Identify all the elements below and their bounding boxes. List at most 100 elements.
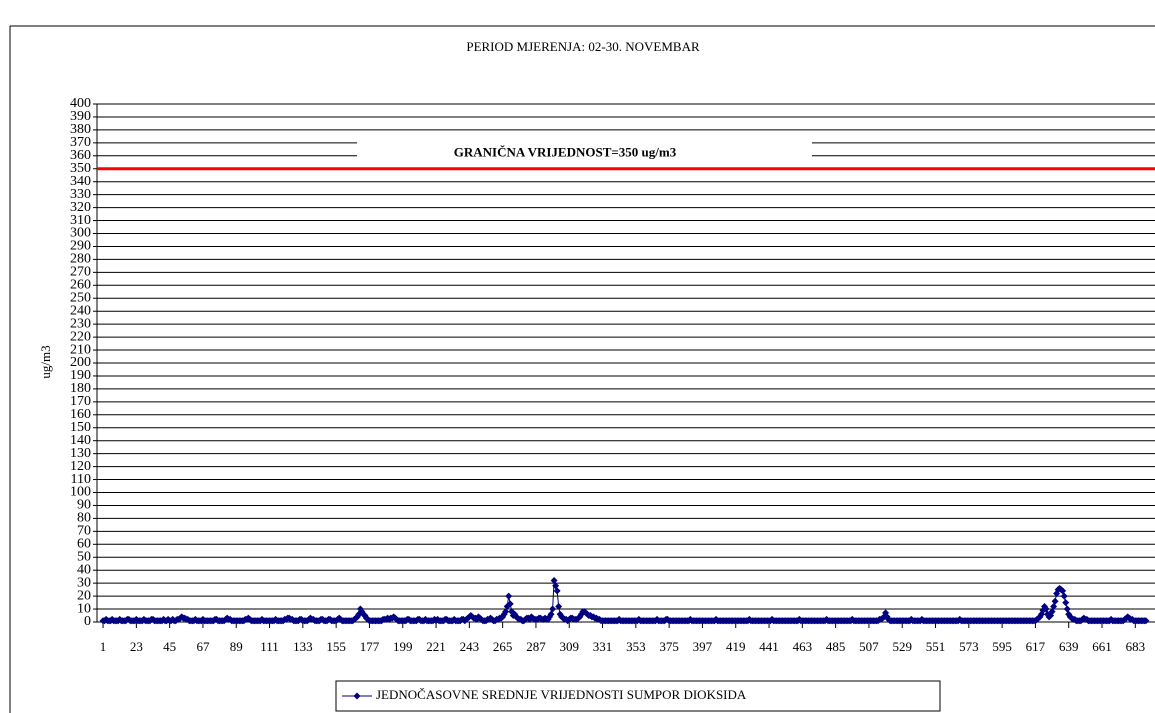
y-tick-label: 190 (70, 368, 91, 383)
x-tick-label: 485 (826, 639, 846, 654)
x-tick-label: 243 (460, 639, 480, 654)
data-point (1051, 597, 1059, 605)
y-tick-label: 180 (70, 381, 91, 396)
threshold-label: GRANIČNA VRIJEDNOST=350 ug/m3 (454, 145, 677, 160)
y-tick-label: 220 (70, 329, 91, 344)
x-tick-label: 111 (260, 639, 279, 654)
y-tick-label: 20 (77, 588, 91, 603)
y-tick-label: 390 (70, 109, 91, 124)
x-tick-label: 287 (526, 639, 546, 654)
y-tick-label: 380 (70, 122, 91, 137)
y-tick-label: 260 (70, 278, 91, 293)
y-tick-label: 70 (77, 524, 91, 539)
x-tick-label: 155 (326, 639, 346, 654)
y-tick-label: 340 (70, 174, 91, 189)
x-tick-label: 441 (759, 639, 779, 654)
x-tick-label: 661 (1092, 639, 1112, 654)
y-tick-label: 110 (71, 472, 91, 487)
data-point (1062, 599, 1070, 607)
data-point (1050, 602, 1058, 610)
y-tick-label: 120 (70, 459, 91, 474)
chart-title: PERIOD MJERENJA: 02-30. NOVEMBAR (466, 39, 700, 54)
x-tick-label: 507 (859, 639, 879, 654)
x-tick-label: 265 (493, 639, 513, 654)
x-tick-label: 1 (100, 639, 107, 654)
y-tick-label: 210 (70, 342, 91, 357)
data-point (1063, 605, 1071, 613)
y-tick-label: 250 (70, 290, 91, 305)
legend-box (335, 680, 941, 712)
y-tick-label: 400 (70, 96, 91, 111)
data-point (550, 577, 558, 585)
series-line (103, 580, 1146, 622)
data-point (555, 602, 563, 610)
y-axis-label: ug/m3 (38, 345, 53, 378)
x-tick-label: 199 (393, 639, 413, 654)
data-point (549, 605, 557, 613)
y-tick-label: 50 (77, 549, 91, 564)
x-tick-label: 639 (1059, 639, 1079, 654)
y-tick-label: 230 (70, 316, 91, 331)
y-tick-label: 160 (70, 407, 91, 422)
x-tick-label: 45 (163, 639, 176, 654)
x-tick-label: 177 (360, 639, 380, 654)
x-tick-label: 463 (793, 639, 813, 654)
y-tick-label: 0 (84, 614, 91, 629)
x-tick-label: 309 (559, 639, 579, 654)
x-tick-label: 595 (992, 639, 1012, 654)
data-point (1048, 608, 1056, 616)
data-point (1059, 587, 1067, 595)
y-tick-label: 10 (77, 601, 91, 616)
y-tick-label: 90 (77, 498, 91, 513)
x-tick-label: 683 (1126, 639, 1146, 654)
data-point (547, 610, 555, 618)
y-tick-label: 140 (70, 433, 91, 448)
x-tick-label: 331 (593, 639, 613, 654)
y-tick-label: 170 (70, 394, 91, 409)
y-tick-label: 240 (70, 303, 91, 318)
data-point (506, 600, 514, 608)
y-tick-label: 200 (70, 355, 91, 370)
y-tick-label: 60 (77, 537, 91, 552)
x-tick-label: 67 (196, 639, 210, 654)
y-tick-label: 270 (70, 265, 91, 280)
x-tick-label: 551 (926, 639, 946, 654)
data-point (1042, 605, 1050, 613)
y-tick-label: 290 (70, 239, 91, 254)
data-point (1142, 617, 1150, 625)
x-tick-label: 221 (426, 639, 446, 654)
data-point (505, 592, 513, 600)
y-tick-label: 320 (70, 200, 91, 215)
y-tick-label: 30 (77, 575, 91, 590)
x-tick-label: 375 (659, 639, 679, 654)
y-tick-label: 300 (70, 226, 91, 241)
data-point (1060, 592, 1068, 600)
x-tick-label: 573 (959, 639, 979, 654)
y-tick-label: 80 (77, 511, 91, 526)
x-tick-label: 23 (130, 639, 143, 654)
y-tick-label: 280 (70, 252, 91, 267)
data-point (553, 587, 561, 595)
y-tick-label: 310 (70, 213, 91, 228)
legend-marker (353, 692, 361, 700)
y-tick-label: 330 (70, 187, 91, 202)
x-tick-label: 419 (726, 639, 746, 654)
y-tick-label: 360 (70, 148, 91, 163)
data-point (502, 608, 510, 616)
x-tick-label: 89 (230, 639, 243, 654)
y-tick-label: 350 (70, 161, 91, 176)
threshold-label-bg (357, 140, 812, 163)
y-tick-label: 150 (70, 420, 91, 435)
x-tick-label: 529 (892, 639, 912, 654)
data-point (552, 582, 560, 590)
x-tick-label: 397 (693, 639, 713, 654)
x-tick-label: 133 (293, 639, 313, 654)
y-tick-label: 130 (70, 446, 91, 461)
x-tick-label: 617 (1026, 639, 1046, 654)
y-tick-label: 370 (70, 135, 91, 150)
x-tick-label: 353 (626, 639, 646, 654)
y-tick-label: 100 (70, 485, 91, 500)
legend-label: JEDNOČASOVNE SREDNJE VRIJEDNOSTI SUMPOR … (376, 687, 747, 702)
y-tick-label: 40 (77, 562, 91, 577)
